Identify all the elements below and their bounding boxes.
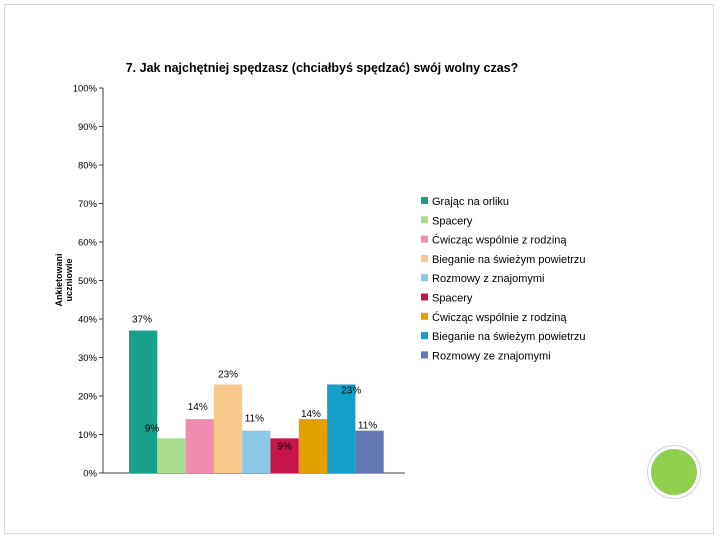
legend-swatch [421,216,428,224]
y-axis-label: Ankietowaniuczniowie [54,253,74,306]
y-axis-label-group: Ankietowaniuczniowie [54,253,74,306]
legend-entry: Rozmowy ze znajomymi [432,350,551,362]
legend-entry: Bieganie na świeżym powietrzu [432,331,585,343]
bar [298,419,328,473]
legend: Grając na orliku Spacery Ćwicząc wspólnie … [421,196,585,362]
bar [242,430,271,473]
data-label: 11% [245,414,264,425]
legend-entry: Grając na orliku [432,196,509,208]
legend-entry: Ćwicząc wspólnie z rodziną [432,234,567,247]
bar [129,330,158,473]
legend-entry: Rozmowy z znajomymi [432,273,544,285]
y-tick-label: 10% [78,430,98,441]
legend-entry: Spacery [432,215,473,227]
slide-frame [4,4,714,534]
y-tick-label: 100% [73,84,98,95]
decorative-circle [648,446,700,498]
legend-swatch [421,293,428,301]
y-tick-label: 70% [78,199,98,210]
legend-swatch [421,235,428,243]
data-label: 11% [358,421,377,432]
legend-swatch [421,351,428,359]
y-tick-label: 0% [83,469,97,480]
data-label: 14% [188,402,208,413]
legend-swatch [421,274,428,282]
legend-swatch [421,197,428,204]
legend-entry: Bieganie na świeżym powietrzu [432,254,585,266]
data-label: 23% [218,369,238,380]
bar [327,384,356,473]
bar [355,430,384,473]
data-label: 9% [277,441,292,452]
bar [157,438,186,473]
legend-entry: Ćwicząc wspólnie z rodziną [432,311,567,324]
data-labels: 37% 9% 14% 23% 11% 9% 14% 23% 11% [132,315,377,453]
y-tick-label: 40% [78,315,98,326]
data-label: 9% [145,423,160,434]
y-tick-label: 90% [78,122,98,133]
bars [129,330,384,473]
y-tick-label: 50% [78,276,98,287]
bar [213,384,243,473]
chart-title: 7. Jak najchętniej spędzasz (chciałbyś s… [126,61,519,75]
y-tick-label: 30% [78,353,98,364]
bar [270,438,299,473]
legend-swatch [421,312,428,320]
y-tick-label: 60% [78,238,98,249]
bar [185,419,214,473]
legend-swatch [421,332,428,340]
data-label: 37% [132,315,152,326]
data-label: 14% [301,409,321,420]
legend-swatch [421,254,428,262]
y-axis-ticks: 0% 10% 20% 30% 40% 50% 60% 70% 80% 90% 100% [73,84,103,480]
legend-entry: Spacery [432,293,473,305]
data-label: 23% [341,385,361,396]
y-tick-label: 20% [78,392,98,403]
y-tick-label: 80% [78,161,98,172]
